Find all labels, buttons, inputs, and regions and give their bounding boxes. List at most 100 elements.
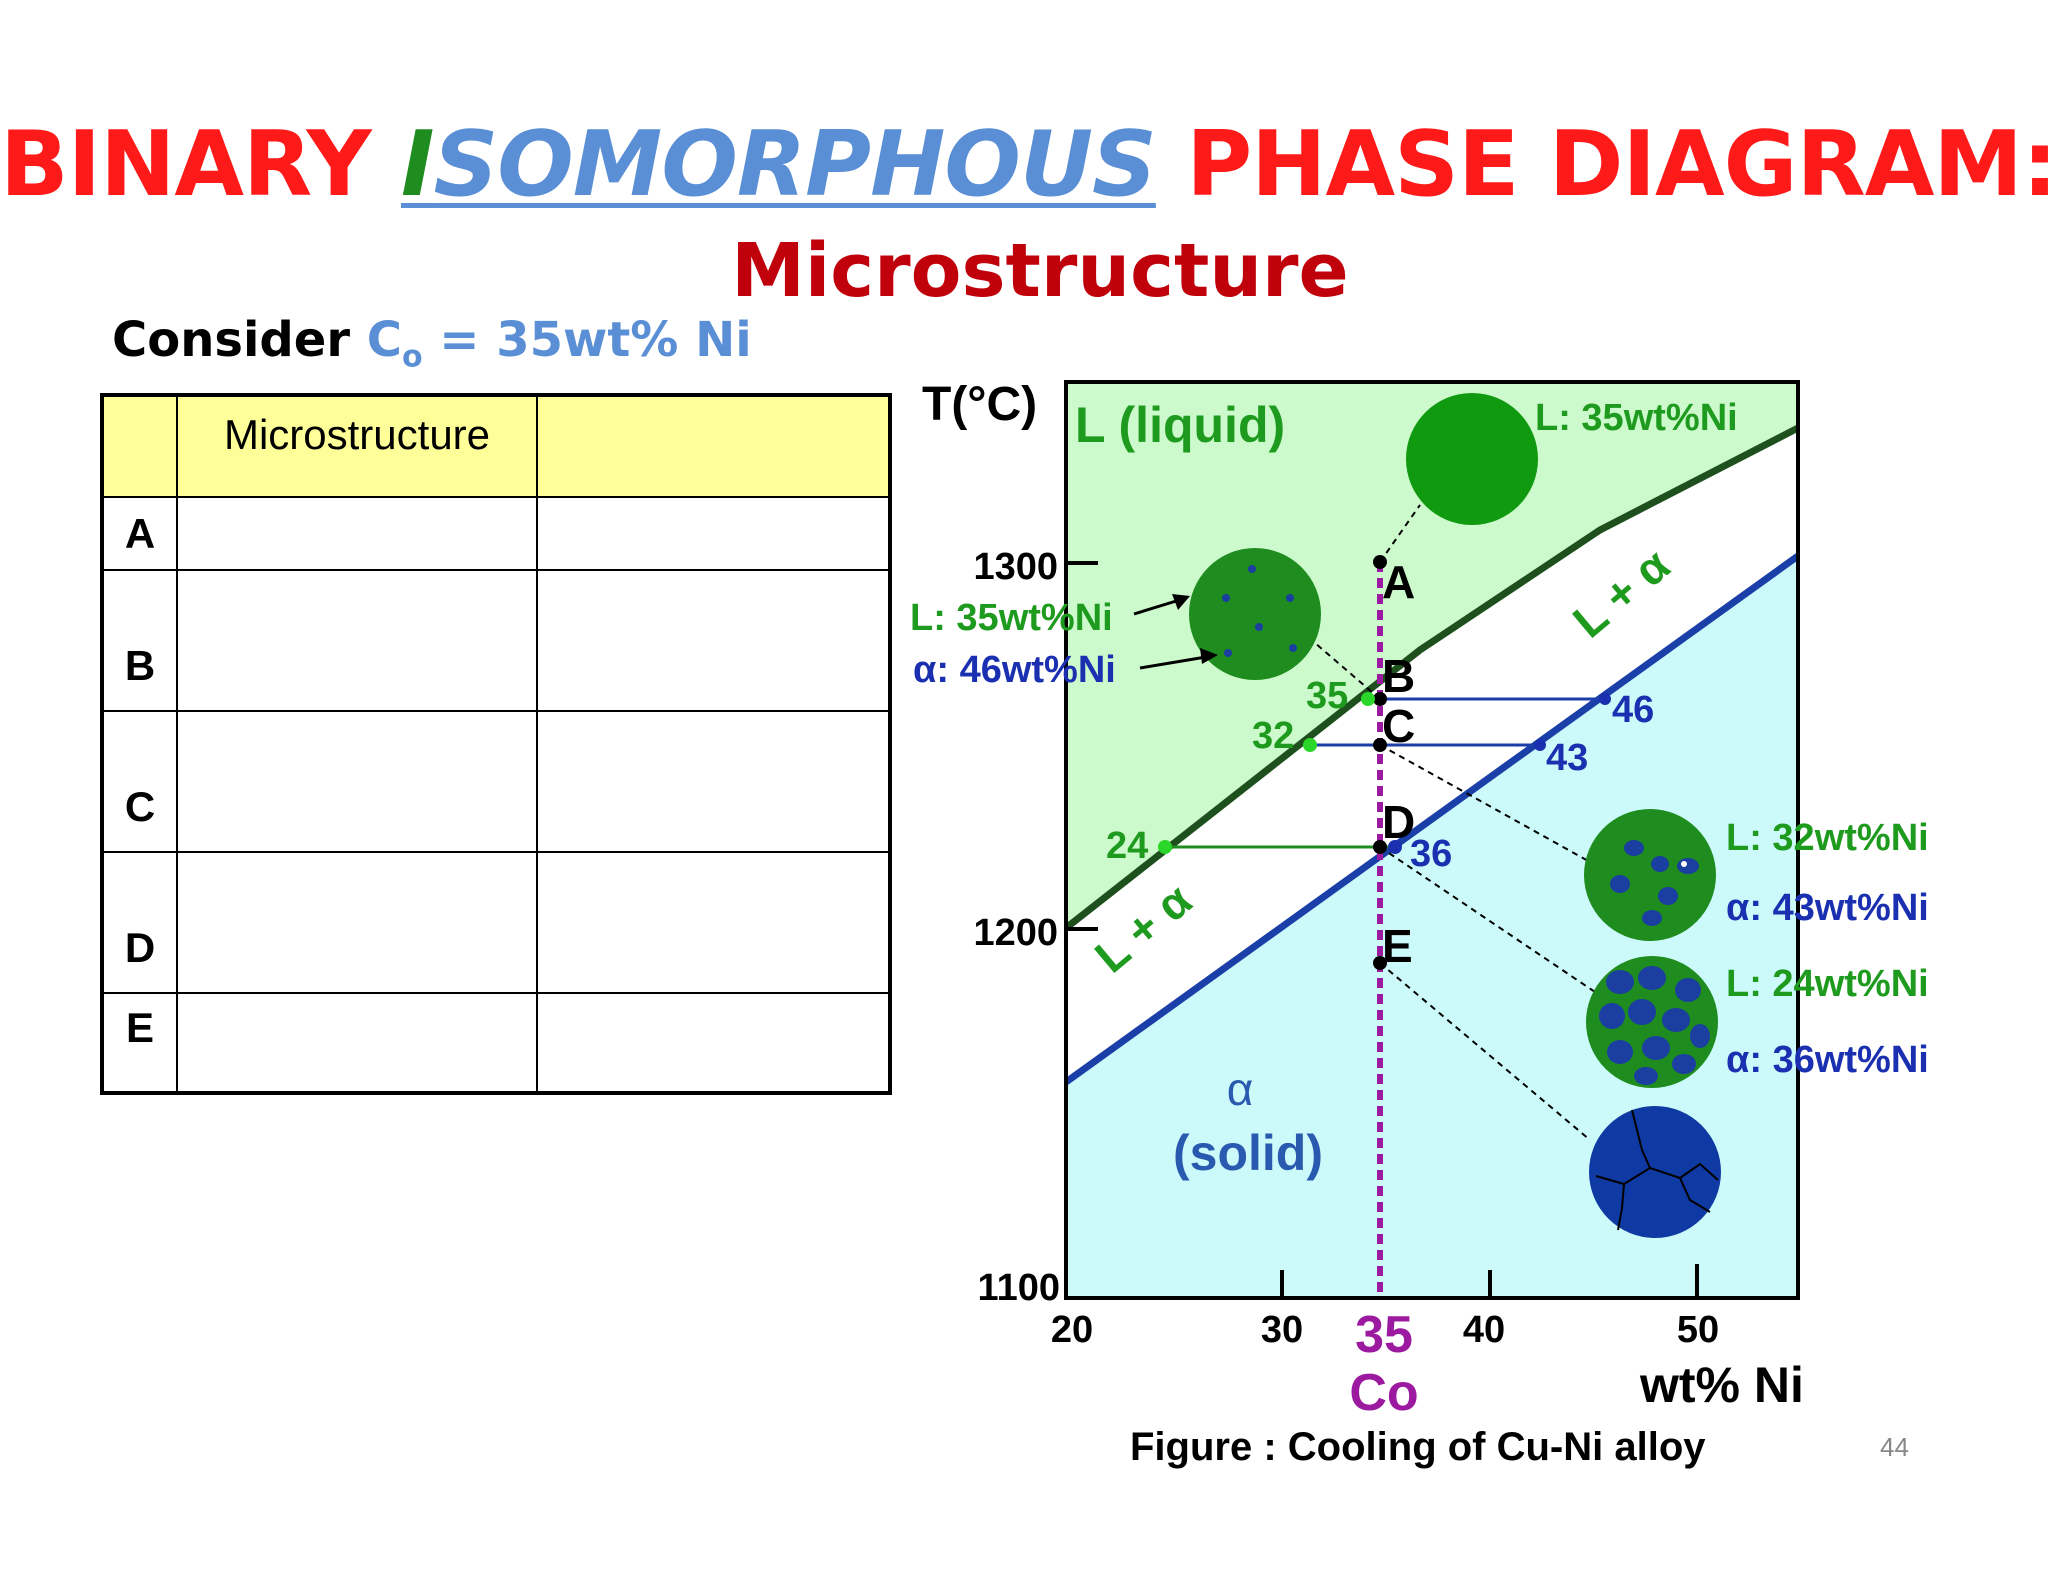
tie-b-right-dot [1599,693,1611,705]
y-tick-label-1200: 1200 [973,912,1058,954]
table-header-cell-0 [101,394,178,498]
row-label-e: E [101,992,178,1094]
table-row: D [101,851,891,994]
point-c-label: C [1382,700,1415,752]
table-cell[interactable] [536,710,891,853]
table-header-cell-2 [536,394,891,498]
table-row: C [101,710,891,853]
microstructure-e [1589,1106,1721,1238]
micro-b-grain [1189,548,1321,680]
table-cell[interactable] [176,496,538,571]
point-e-marker [1373,956,1387,970]
co-label: Co [1349,1364,1418,1422]
figure-caption: Figure : Cooling of Cu-Ni alloy [1130,1425,1706,1469]
point-a-label: A [1382,556,1415,608]
point-e-label: E [1382,920,1413,972]
y-axis-label: T(°C) [922,378,1037,431]
tie-d-left-dot [1158,840,1172,854]
liquidus-line [1066,424,1798,931]
table-cell[interactable] [536,496,891,571]
microstructure-a [1406,393,1538,525]
table-row: A [101,496,891,571]
table-row: E [101,992,891,1094]
solidus-line [1066,553,1798,1085]
micro-a-liquid-label: L: 35wt%Ni [1535,397,1738,439]
table-cell[interactable] [176,710,538,853]
two-phase-region [1066,428,1798,1082]
micro-c-grain [1584,809,1716,941]
table-row: B [101,569,891,712]
tie-b-right-label: 46 [1612,689,1654,731]
micro-b-alpha-label: α: 46wt%Ni [913,649,1116,691]
tie-d-left-label: 24 [1106,825,1148,867]
micro-d-liquid-label: L: 24wt%Ni [1726,963,1929,1005]
x-tick-label-20: 20 [1051,1309,1093,1351]
tie-d-right-dot [1388,840,1402,854]
x-tick-label-30: 30 [1261,1309,1303,1351]
microstructure-d [1586,956,1718,1088]
table-cell[interactable] [176,851,538,994]
tie-c-right-label: 43 [1546,737,1588,779]
point-b-marker [1373,692,1387,706]
tie-d-right-label: 36 [1410,833,1452,875]
slide-subtitle: Microstructure [731,228,1349,314]
y-tick-label-1300: 1300 [973,546,1058,588]
microstructure-b [1189,548,1321,680]
state-points [1373,555,1387,970]
co-value: 35 [1355,1306,1413,1364]
x-tick-label-40: 40 [1463,1309,1505,1351]
table-header-row: Microstructure [101,394,891,498]
tie-c-right-dot [1534,739,1546,751]
page-number: 44 [1880,1432,1909,1462]
consider-sub: o [401,339,423,375]
row-label-b: B [101,569,178,712]
micro-e-grain [1589,1106,1721,1238]
micro-c-liquid-label: L: 32wt%Ni [1726,817,1929,859]
table-cell[interactable] [536,992,891,1094]
tie-b-left-label: 35 [1306,675,1348,717]
table-cell[interactable] [536,569,891,712]
table-header-cell-1: Microstructure [176,394,538,498]
microstructure-table: Microstructure A B C D E [100,393,892,1095]
region-liquid-label: L (liquid) [1075,397,1285,453]
tie-c-left-label: 32 [1252,715,1294,757]
consider-statement: Consider Co = 35wt% Ni [112,312,752,375]
title-isomorphous: ISOMORPHOUS [400,112,1157,217]
consider-composition: Co = 35wt% Ni [366,312,752,375]
x-axis-label: wt% Ni [1639,1357,1804,1413]
consider-c: C [366,312,402,368]
table-cell[interactable] [176,569,538,712]
row-label-c: C [101,710,178,853]
consider-label: Consider [112,312,367,368]
point-d-label: D [1382,796,1415,848]
table-cell[interactable] [536,851,891,994]
region-solid-label: (solid) [1173,1125,1323,1181]
title-iso-rest: SOMORPHOUS [433,112,1156,217]
table-cell[interactable] [176,992,538,1094]
plot-frame [1064,380,1800,1300]
x-tick-label-50: 50 [1677,1309,1719,1351]
micro-d-alpha-label: α: 36wt%Ni [1726,1039,1929,1081]
point-b-label: B [1382,650,1415,702]
row-label-d: D [101,851,178,994]
title-part2: PHASE DIAGRAM: [1155,112,2048,217]
micro-b-arrowhead-alpha [1200,648,1218,664]
point-c-marker [1373,738,1387,752]
point-d-marker [1373,840,1387,854]
slide-title: BINARY ISOMORPHOUS PHASE DIAGRAM: [0,112,2048,217]
tie-b-left-dot [1361,692,1375,706]
consider-value: = 35wt% Ni [422,312,752,368]
title-part1: BINARY [0,112,401,217]
region-alpha-label: α [1227,1063,1254,1115]
y-tick-label-1100: 1100 [978,1267,1060,1309]
microstructure-c [1584,809,1716,941]
tie-c-left-dot [1303,738,1317,752]
point-a-marker [1373,555,1387,569]
micro-b-arrow-alpha [1139,654,1213,670]
title-iso-first-letter: I [400,112,434,217]
row-label-a: A [101,496,178,571]
micro-c-alpha-label: α: 43wt%Ni [1726,887,1929,929]
micro-b-arrowhead-liquid [1172,594,1190,610]
micro-b-liquid-label: L: 35wt%Ni [910,597,1113,639]
